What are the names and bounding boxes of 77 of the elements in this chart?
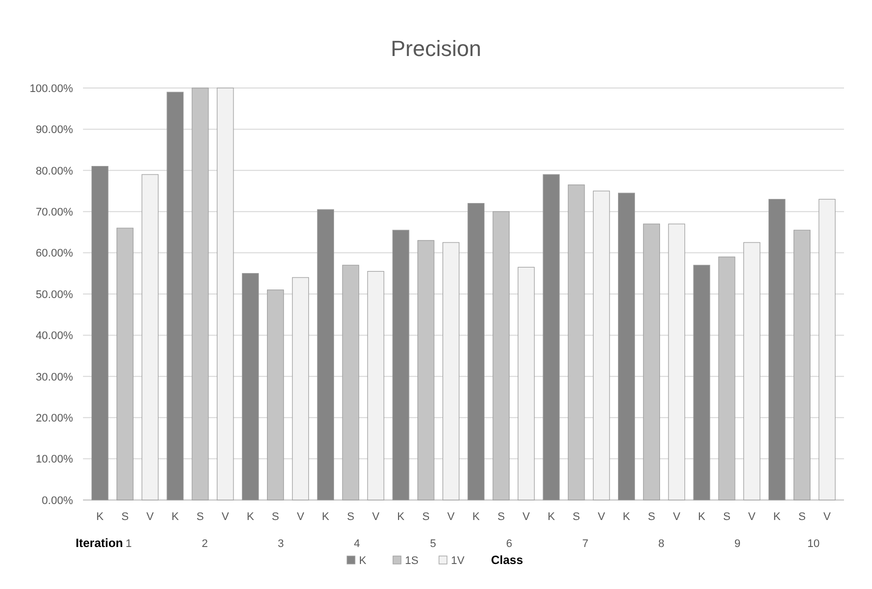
bar <box>668 224 686 500</box>
x-tick-label: V <box>672 511 681 523</box>
bar <box>743 242 760 500</box>
x-tick-label: S <box>196 511 204 523</box>
x-tick-label: S <box>798 511 806 523</box>
x-tick-label: V <box>222 511 230 523</box>
bar <box>442 242 460 500</box>
bar <box>142 174 159 500</box>
x-tick-label: K <box>246 511 255 523</box>
x-tick-label: K <box>397 511 406 523</box>
x-tick-label: S <box>497 511 505 523</box>
y-tick-label: 80.00% <box>36 165 74 178</box>
text: 6 <box>506 538 512 550</box>
x-tick-label: S <box>121 511 129 523</box>
y-tick-label: 70.00% <box>36 206 74 218</box>
text: 9 <box>734 538 741 550</box>
y-tick-label: 10.00% <box>36 454 74 466</box>
bar <box>367 271 384 500</box>
x-axis-title: Iteration <box>76 536 123 550</box>
x-tick-label: S <box>422 511 430 523</box>
legend-title: Class <box>491 553 524 567</box>
x-tick-label: K <box>548 511 556 523</box>
x-tick-label: V <box>296 511 305 523</box>
bar <box>818 198 836 500</box>
x-tick-label: V <box>823 511 832 523</box>
bar <box>216 88 234 500</box>
y-tick-label: 0.00% <box>42 494 74 507</box>
bar <box>242 273 259 500</box>
x-tick-label: S <box>346 511 354 523</box>
x-tick-label: K <box>773 511 782 523</box>
x-tick-label: V <box>372 511 380 523</box>
y-tick-label: 40.00% <box>36 330 74 342</box>
bar <box>317 209 334 500</box>
bar <box>392 230 410 500</box>
x-tick-label: V <box>748 511 756 523</box>
x-tick-label: K <box>171 511 180 523</box>
bar <box>518 266 535 500</box>
text: 8 <box>658 538 664 550</box>
y-tick-label: 50.00% <box>36 288 74 301</box>
x-tick-label: V <box>146 511 154 523</box>
x-tick-label: K <box>96 511 104 523</box>
x-tick-label: S <box>572 511 580 523</box>
y-tick-label: 90.00% <box>36 124 74 136</box>
y-tick-label: 60.00% <box>36 248 74 260</box>
x-tick-label: K <box>622 511 631 523</box>
bar <box>542 174 560 500</box>
bar <box>292 277 309 500</box>
bar <box>166 92 184 500</box>
text: 1 <box>126 538 132 550</box>
text: 3 <box>278 538 284 550</box>
y-tick-label: 30.00% <box>36 371 74 384</box>
x-tick-label: V <box>447 511 456 523</box>
bar <box>91 166 108 500</box>
text: 10 <box>807 538 820 550</box>
x-tick-label: S <box>648 511 656 523</box>
bar <box>468 203 484 500</box>
x-tick-label: S <box>723 511 730 523</box>
bar <box>618 192 635 500</box>
x-tick-label: K <box>472 511 480 523</box>
text: 5 <box>430 538 436 550</box>
y-tick-label: 20.00% <box>36 412 74 424</box>
legend-label: 1S <box>405 555 418 567</box>
text: 4 <box>354 538 360 550</box>
bar <box>592 190 610 500</box>
text: 2 <box>202 538 208 550</box>
x-tick-label: V <box>598 511 606 523</box>
x-tick-label: K <box>698 511 706 523</box>
x-tick-label: S <box>272 511 280 523</box>
text: 7 <box>582 538 588 550</box>
chart-title: Precision <box>390 36 482 61</box>
x-tick-label: K <box>322 511 330 523</box>
bar <box>768 198 786 500</box>
legend-label: 1V <box>451 555 466 567</box>
y-tick-label: 100.00% <box>30 82 74 95</box>
x-tick-label: V <box>522 511 531 523</box>
legend-label: K <box>359 555 367 567</box>
bar <box>693 264 710 500</box>
